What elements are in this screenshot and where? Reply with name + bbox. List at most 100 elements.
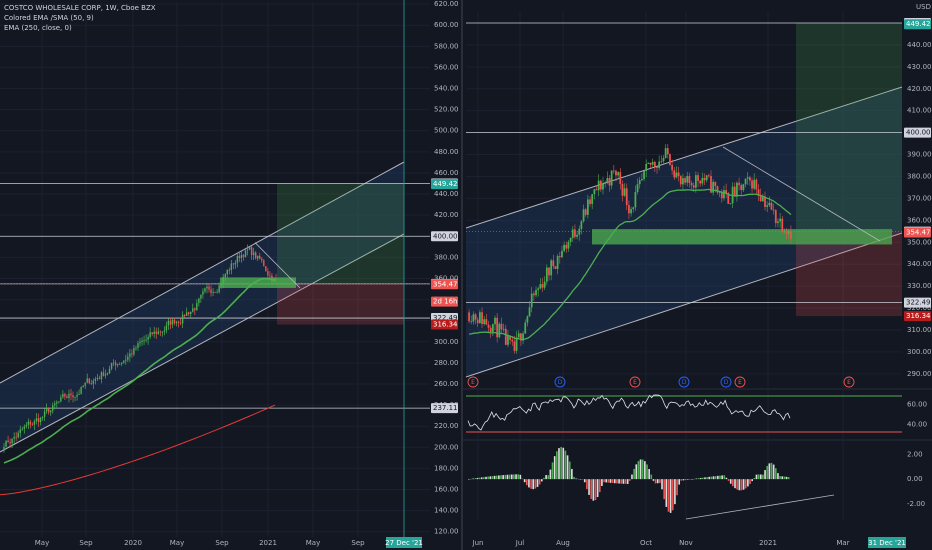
candle [705,175,708,181]
candle [638,180,641,185]
indicator-ema-250[interactable]: EMA (250, close, 0) [4,24,72,32]
candle [543,281,546,288]
candle [692,185,695,188]
candle [92,380,95,384]
candle [167,320,170,326]
histogram-bar [785,476,788,480]
indicator-ema-sma[interactable]: Colored EMA /SMA (50, 9) [4,14,94,22]
candle [242,255,245,257]
candle [43,411,46,417]
candle [714,181,717,187]
candle [236,255,239,263]
y-tick-label: 380.00 [907,172,932,180]
histogram-bar [708,476,711,480]
candle [19,429,21,433]
histogram-bar [592,479,595,501]
candle [736,182,738,197]
x-tick-label: 2021 [259,539,277,547]
symbol-title[interactable]: COSTCO WHOLESALE CORP, 1W, Cboe BZX [4,4,156,12]
y-tick-label: 360.00 [907,216,932,224]
x-tick-label: May [35,539,49,547]
histogram-bar [478,477,481,480]
candle [183,314,186,316]
candle [143,340,145,342]
y-tick-label: 300.00 [907,348,932,356]
candle [768,202,771,206]
candle [261,258,263,261]
candle [90,383,93,385]
histogram-bar [558,448,560,480]
y-tick-label: 340.00 [907,260,932,268]
histogram-bar [573,476,575,480]
histogram-bar [781,476,784,480]
channel-upper [0,161,405,384]
histogram-bar [732,479,734,487]
candle [96,377,99,379]
candle [187,312,190,315]
histogram-bar [620,479,623,484]
candle [738,182,740,186]
x-tick-label: Aug [556,539,570,547]
histogram-bar [571,468,573,480]
candle [108,368,111,374]
candle [595,189,598,191]
candle [60,397,62,402]
histogram-bar [566,455,569,480]
candle [558,256,561,258]
candle [246,249,249,251]
candle [157,331,159,334]
histogram-bar [648,469,650,480]
y-tick-label: 410.00 [907,107,932,115]
candle [535,290,537,296]
x-tick-label: Sep [79,539,93,547]
candle [23,426,26,429]
histogram-bar [652,479,655,481]
candle [470,321,473,323]
candle [509,335,511,340]
price-label-box [431,319,458,330]
candle [755,179,758,190]
histogram-bar [508,474,511,480]
histogram-bar [680,479,683,481]
candle [653,161,656,167]
candle [612,170,615,172]
candle [226,269,228,275]
price-label: 354.47 [906,228,931,236]
histogram-bar [596,479,599,498]
event-marker-label: D [724,379,729,386]
candle [153,331,155,335]
histogram-bar [721,475,723,480]
candle [587,199,589,215]
histogram-bar [534,479,537,489]
histogram-bar [564,450,567,480]
trend-line [722,146,881,242]
histogram-bar [611,479,614,484]
histogram-bar [693,478,696,480]
candle [660,161,663,163]
candle [202,291,204,295]
histogram-bar [616,479,618,484]
candle [5,440,7,447]
candle [125,359,127,361]
candle [781,218,784,232]
price-label-box [431,179,458,190]
date-label-box [868,537,906,548]
candle [500,323,503,330]
histogram-bar [521,478,524,480]
right-pane: USD 290.00 300.00 310.00 320.00 330.00 340.00 3… [465,3,932,548]
histogram-bar [622,479,625,484]
candle [228,269,231,271]
price-label-box [904,227,931,238]
price-label: 237.11 [433,404,458,412]
candle [489,327,492,333]
date-label: 31 Dec '21 [868,539,906,547]
candle [584,209,587,215]
y-tick-label: 360.00 [434,274,459,282]
histogram-bar [686,479,689,480]
histogram-bar [678,479,681,485]
histogram-bar [719,475,721,480]
candle [483,319,486,325]
price-label-box [431,231,458,242]
candle [675,172,678,178]
